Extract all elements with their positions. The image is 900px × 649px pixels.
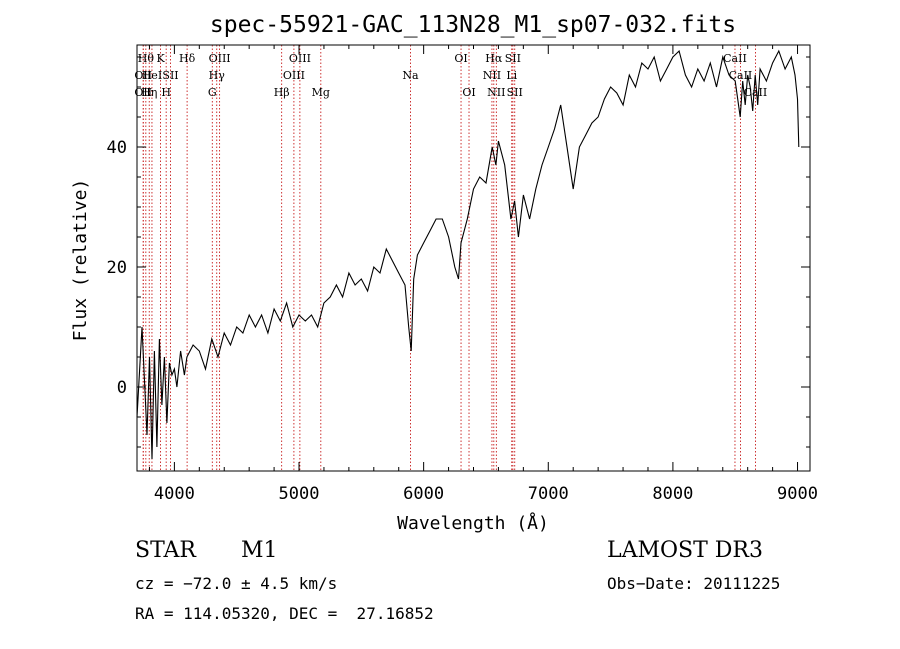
line-label-7: SII [162, 69, 178, 82]
x-axis-label: Wavelength (Å) [397, 512, 549, 534]
line-label-13: OIII [283, 69, 305, 82]
line-label-3: Hη [141, 86, 157, 99]
line-label-25: CaII [723, 52, 747, 65]
x-axis-ticks: 4000 5000 6000 7000 8000 9000 [148, 45, 818, 504]
line-label-19: NII [483, 69, 501, 82]
line-label-1: OII [134, 86, 152, 99]
flux-series-line [136, 49, 800, 460]
y-tick-label-40: 40 [107, 138, 127, 158]
object-class: STAR [135, 538, 196, 563]
line-label-5: K [156, 52, 165, 65]
plot-frame [136, 44, 811, 472]
line-label-14: OIII [289, 52, 311, 65]
coordinates: RA = 114.05320, DEC = 27.16852 [135, 604, 434, 623]
y-tick-label-0: 0 [117, 378, 127, 398]
observation-date: Obs−Date: 20111225 [607, 574, 781, 593]
line-label-9: G [208, 86, 217, 99]
line-label-22: Li [506, 69, 517, 82]
x-tick-label-6000: 6000 [403, 484, 444, 504]
survey-label: LAMOST DR3 [607, 538, 763, 563]
x-tick-label-7000: 7000 [528, 484, 569, 504]
y-tick-label-20: 20 [107, 258, 127, 278]
object-subclass: M1 [241, 538, 278, 563]
line-label-16: Na [402, 69, 419, 82]
line-label-10: Hγ [209, 69, 226, 82]
y-axis-ticks: 0 20 40 [107, 56, 810, 448]
line-label-0: OII [134, 69, 152, 82]
line-label-4: HeI [142, 69, 162, 82]
line-label-21: NII [487, 86, 505, 99]
line-label-20: Hα [485, 52, 503, 65]
line-label-6: H [161, 86, 171, 99]
x-tick-label-8000: 8000 [652, 484, 693, 504]
x-tick-label-9000: 9000 [777, 484, 818, 504]
line-label-12: Hβ [274, 86, 290, 99]
x-tick-label-4000: 4000 [154, 484, 195, 504]
line-label-18: OI [462, 86, 475, 99]
y-axis-label: Flux (relative) [70, 179, 91, 342]
line-label-27: CaII [744, 86, 768, 99]
line-label-11: OIII [209, 52, 231, 65]
line-label-15: Mg [312, 86, 330, 99]
line-label-2: Hθ [138, 52, 155, 65]
emission-line-labels: OIIOIIHθHηHeIKHSIIHδGHγOIIIHβOIIIOIIIMgN… [134, 52, 767, 99]
redshift-velocity: cz = −72.0 ± 4.5 km/s [135, 574, 338, 593]
line-label-17: OI [454, 52, 467, 65]
x-tick-label-5000: 5000 [279, 484, 320, 504]
chart-title: spec-55921-GAC_113N28_M1_sp07-032.fits [210, 12, 736, 38]
line-label-8: Hδ [179, 52, 196, 65]
line-label-23: SII [505, 52, 521, 65]
line-label-24: SII [507, 86, 523, 99]
emission-line-markers [142, 45, 756, 471]
line-label-26: CaII [729, 69, 753, 82]
